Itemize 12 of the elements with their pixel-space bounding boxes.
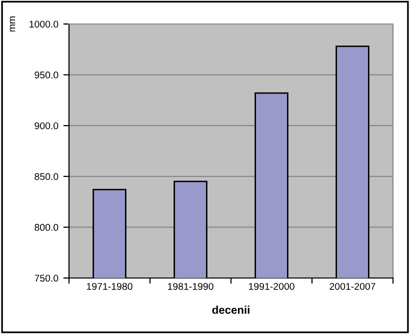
x-axis-title: decenii [212, 306, 250, 314]
x-tick-label: 2001-2007 [330, 282, 376, 290]
y-tick-label: 1000.0 [30, 20, 58, 28]
y-tick-label: 750.0 [34, 274, 58, 282]
y-tick-label: 850.0 [34, 173, 58, 180]
y-tick-label: 900.0 [34, 122, 58, 130]
y-tick-label: 950.0 [34, 72, 58, 78]
x-tick-label: 1991-2000 [248, 282, 294, 290]
y-axis-title: mm [10, 16, 16, 32]
x-tick-label: 1981-1990 [168, 282, 214, 290]
x-tick-label: 1971-1980 [86, 282, 132, 290]
y-tick-label: 800.0 [34, 224, 58, 231]
